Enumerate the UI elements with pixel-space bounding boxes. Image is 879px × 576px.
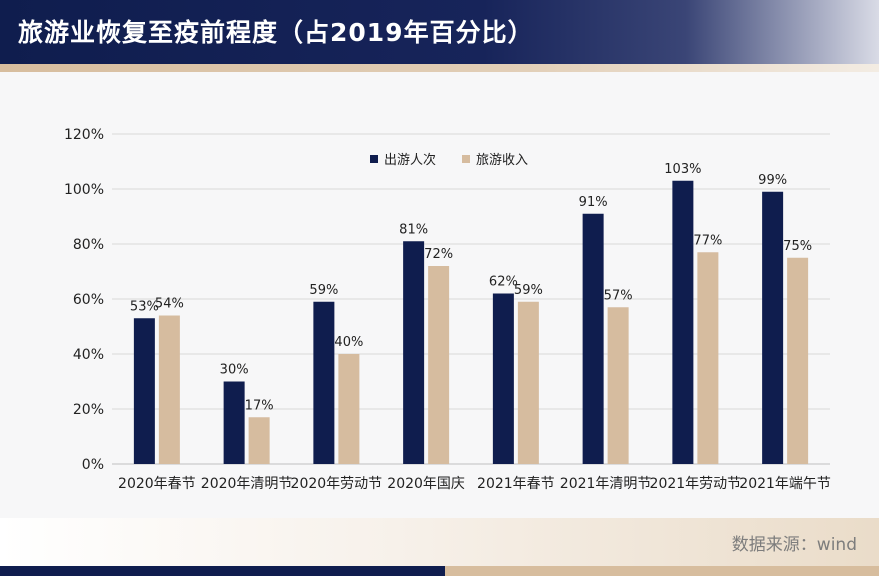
data-label: 75% (783, 239, 812, 254)
data-label: 40% (334, 335, 363, 350)
bar-trips (313, 301, 335, 464)
data-label: 77% (693, 233, 722, 248)
page-title: 旅游业恢复至疫前程度（占2019年百分比） (18, 18, 534, 47)
data-label: 59% (514, 283, 543, 298)
data-label: 54% (155, 297, 184, 312)
bar-trips (492, 293, 514, 464)
bar-revenue (338, 354, 360, 464)
bar-trips (672, 180, 694, 464)
bar-trips (403, 241, 425, 464)
header-accent-stripe (0, 64, 879, 72)
bar-revenue (607, 307, 629, 464)
legend-label: 出游人次 (384, 152, 436, 168)
x-category-label: 2020年春节 (118, 476, 196, 492)
y-tick-label: 120% (64, 127, 104, 143)
header-banner: 旅游业恢复至疫前程度（占2019年百分比） (0, 0, 879, 64)
bar-revenue (787, 257, 809, 464)
data-label: 81% (399, 222, 428, 237)
bar-revenue (697, 252, 719, 464)
data-label: 62% (489, 275, 518, 290)
bar-trips (762, 191, 784, 464)
bar-trips (582, 213, 604, 464)
bar-trips (223, 381, 245, 464)
data-label: 17% (245, 398, 274, 413)
data-label: 57% (604, 288, 633, 303)
data-label: 99% (758, 173, 787, 188)
footer-band (0, 518, 879, 566)
data-label: 53% (130, 299, 159, 314)
x-category-label: 2021年劳动节 (650, 476, 742, 492)
bottom-bar-navy (0, 566, 445, 576)
legend-swatch-trips (370, 155, 378, 163)
bar-revenue (248, 417, 270, 464)
y-axis-ticks: 0% 20% 40% 60% 80% 100% 120% (64, 127, 104, 473)
y-tick-label: 100% (64, 182, 104, 198)
y-tick-label: 0% (82, 457, 104, 473)
x-category-label: 2020年清明节 (201, 476, 293, 492)
legend-swatch-revenue (462, 155, 470, 163)
bar-trips (133, 318, 155, 464)
x-category-label: 2020年劳动节 (291, 476, 383, 492)
data-label: 59% (309, 283, 338, 298)
x-category-label: 2020年国庆 (387, 476, 465, 492)
y-tick-label: 20% (73, 402, 104, 418)
data-label: 91% (579, 195, 608, 210)
x-category-label: 2021年春节 (477, 476, 555, 492)
y-tick-label: 60% (73, 292, 104, 308)
bar-chart: 0% 20% 40% 60% 80% 100% 120% 53%54% 30% 17% 59% 40… (64, 127, 831, 492)
bar-revenue (428, 266, 450, 464)
bar-revenue (517, 301, 539, 464)
x-category-label: 2021年清明节 (560, 476, 652, 492)
data-labels: 53%54%30%17%59%40%81%72%62%59%91%57%103%… (130, 162, 812, 414)
data-label: 72% (424, 247, 453, 262)
y-tick-label: 80% (73, 237, 104, 253)
bottom-bar-tan (445, 566, 879, 576)
data-label: 103% (664, 162, 701, 177)
x-category-label: 2021年端午节 (739, 476, 831, 492)
data-label: 30% (220, 363, 249, 378)
bars (133, 180, 809, 464)
bar-revenue (158, 315, 180, 464)
gridlines (112, 133, 830, 465)
y-tick-label: 40% (73, 347, 104, 363)
source-note: 数据来源：wind (731, 535, 857, 555)
legend-label: 旅游收入 (476, 153, 528, 168)
legend: 出游人次 旅游收入 (370, 152, 528, 168)
